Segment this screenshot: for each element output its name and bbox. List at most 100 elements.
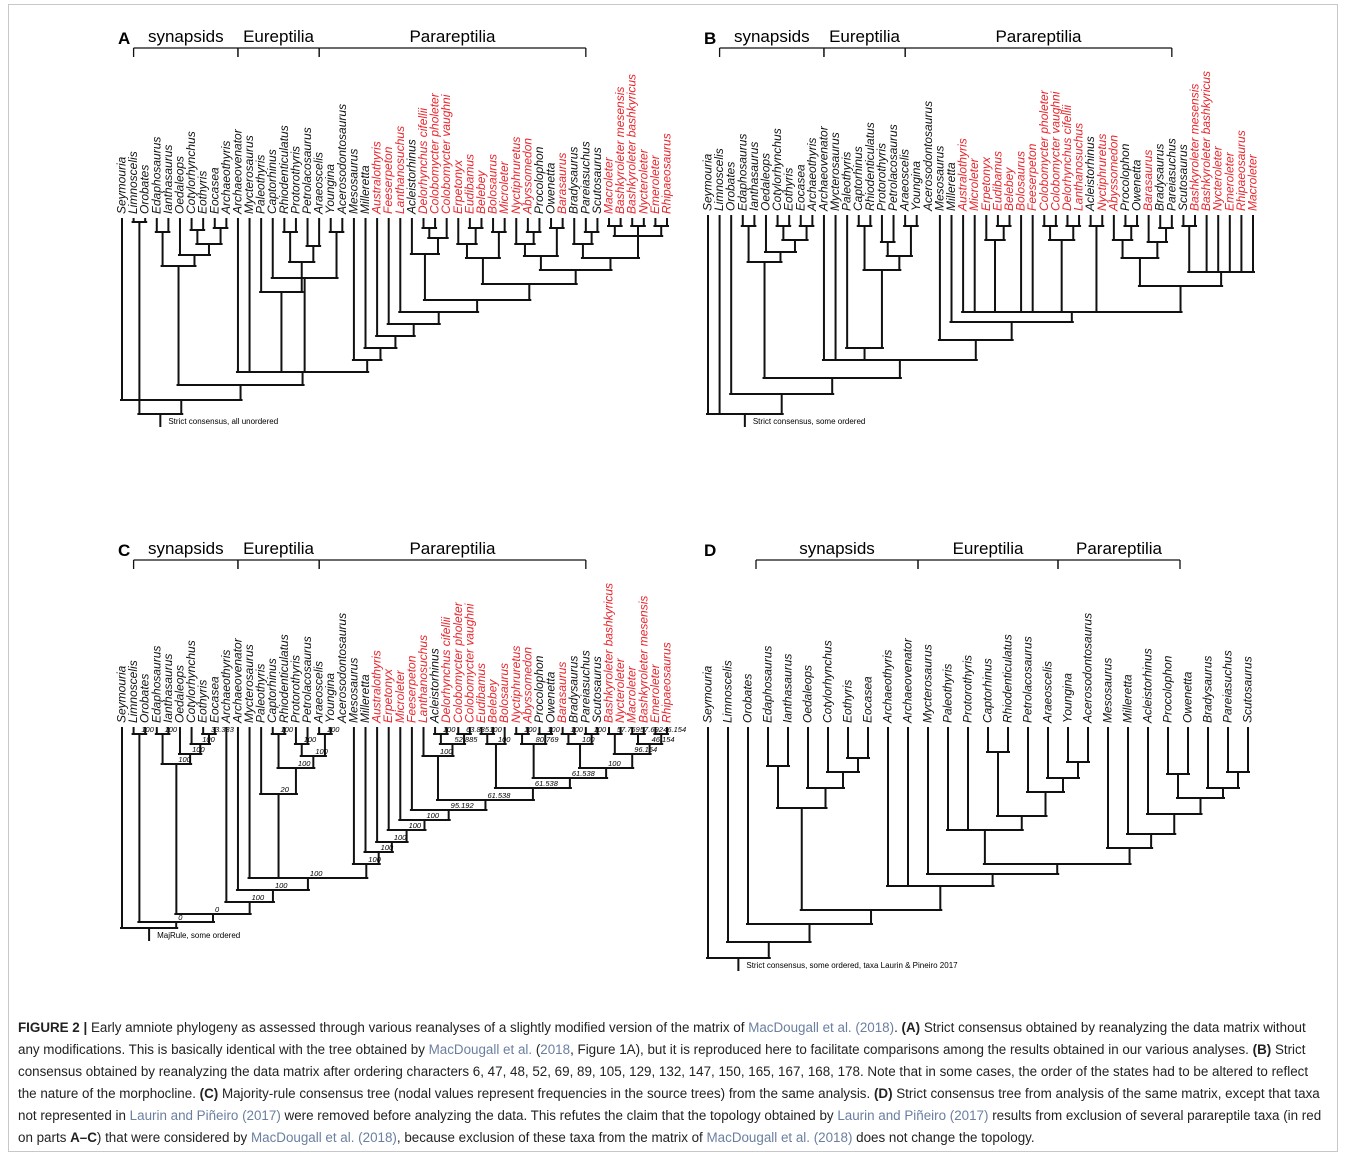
taxon-label: Eocasea (793, 164, 807, 211)
caption-text: (D) (873, 1086, 893, 1101)
taxon-label: Seymouria (701, 665, 715, 723)
taxon-label: Protorothyris (288, 655, 302, 723)
taxon-label: Rhiodenticulatus (1001, 634, 1015, 723)
taxon-label: Bradysaurus (1153, 144, 1167, 211)
node-support-value: 33.333 (211, 725, 235, 734)
taxon-label: Acerosodontosaurus (335, 613, 349, 724)
taxon-label: Emeroleter (648, 154, 662, 214)
caption-text: (A) (901, 1020, 921, 1035)
node-support-value: 100 (141, 725, 154, 734)
taxon-label: Procolophon (1118, 143, 1132, 211)
consensus-note: Strict consensus, some ordered (753, 417, 866, 426)
taxon-label: Ianthasaurus (161, 654, 175, 723)
taxon-label: Acerosodontosaurus (335, 104, 349, 215)
taxon-label: Scutosaurus (1176, 144, 1190, 211)
taxon-label: Captorhinus (981, 658, 995, 723)
node-support-value: 100 (275, 881, 288, 890)
node-support-value: 100 (426, 811, 439, 820)
taxon-label: Pareiasuchus (578, 650, 592, 723)
taxon-label: Edaphosaurus (735, 134, 749, 211)
taxon-label: Owenetta (544, 162, 558, 214)
taxon-label: Barasaurus (555, 153, 569, 214)
node-support-value: 61.538 (535, 779, 559, 788)
taxon-label: Owenetta (1181, 671, 1195, 723)
taxon-label: Eothyris (782, 168, 796, 211)
node-support-value: 100 (165, 725, 178, 734)
taxon-label: Rhipaeosaurus (1234, 130, 1248, 211)
node-support-value: 57.769 (617, 725, 641, 734)
taxon-label: Bolosaurus (497, 663, 511, 723)
node-support-value: 100 (570, 725, 583, 734)
taxon-label: Procolophon (532, 655, 546, 723)
taxon-label: Milleretta (358, 165, 372, 214)
taxon-label: Delorhynchus cifellii (439, 617, 453, 723)
node-support-value: 100 (524, 725, 537, 734)
taxon-label: Bashkyroleter bashkyricus (625, 74, 639, 214)
taxon-label: Bolosaurus (486, 154, 500, 214)
node-support-value: 100 (178, 755, 191, 764)
taxon-label: Petrolacosaurus (300, 636, 314, 723)
taxon-label: Procolophon (532, 146, 546, 214)
taxon-label: Belebey (486, 679, 500, 723)
taxon-label: Rhipaeosaurus (660, 133, 674, 214)
taxon-label: Archaeovenator (816, 125, 830, 212)
taxon-label: Erpetonyx (451, 159, 465, 214)
node-support-value: 100 (327, 725, 340, 734)
taxon-label: Nyctiphruretus (509, 646, 523, 723)
node-support-value: 80.769 (536, 735, 560, 744)
taxon-label: Archaeovenator (901, 637, 915, 724)
node-support-value: 100 (252, 893, 265, 902)
taxon-label: Scutosaurus (590, 656, 604, 723)
taxon-label: Captorhinus (265, 149, 279, 214)
taxon-label: Captorhinus (851, 146, 865, 211)
citation-link[interactable]: MacDougall et al. (2018) (250, 1130, 397, 1145)
tree-branches (120, 218, 669, 427)
taxon-label: Bradysaurus (1201, 656, 1215, 723)
taxon-label: Acleistorhinus (428, 648, 442, 724)
taxon-label: Scutosaurus (590, 147, 604, 214)
taxon-label: Orobates (138, 674, 152, 723)
taxon-label: Mesosaurus (346, 149, 360, 214)
taxon-label: Australothyris (370, 141, 384, 215)
taxon-label: Rhiodenticulatus (277, 634, 291, 723)
taxon-label: Abyssomedon (520, 647, 534, 724)
node-support-value: 0 (215, 905, 220, 914)
taxon-label: Archaeothyris (881, 650, 895, 724)
taxon-label: Nycteroleter (613, 657, 627, 723)
citation-link[interactable]: MacDougall et al. (2018) (706, 1130, 853, 1145)
citation-link[interactable]: 2018 (540, 1042, 571, 1057)
clade-label: Eureptilia (829, 27, 900, 46)
citation-link[interactable]: Laurin and Piñeiro (2017) (837, 1108, 989, 1123)
citation-link[interactable]: Laurin and Piñeiro (2017) (129, 1108, 281, 1123)
taxon-label: Colobomycter vaughni (439, 94, 453, 214)
taxon-label: Eudibamus (474, 663, 488, 723)
taxon-label: Macroleter (625, 665, 639, 723)
citation-link[interactable]: MacDougall et al. (428, 1042, 533, 1057)
taxon-label: Acerosodontosaurus (921, 101, 935, 212)
taxon-label: Ianthasaurus (747, 142, 761, 211)
taxon-label: Emeroleter (1222, 151, 1236, 211)
taxon-label: Eothyris (841, 680, 855, 723)
taxon-label: Mycterosaurus (921, 644, 935, 723)
taxon-label: Edaphosaurus (149, 646, 163, 723)
taxon-label: Oedaleops (172, 665, 186, 723)
tree-branches (706, 215, 1255, 427)
node-support-value: 0 (178, 913, 183, 922)
taxon-label: Delorhynchus cifellii (1060, 105, 1074, 211)
taxon-label: Macroleter (1246, 153, 1260, 211)
citation-link[interactable]: MacDougall et al. (2018) (748, 1020, 895, 1035)
taxon-label: Mesosaurus (932, 146, 946, 211)
taxon-label: Colobomycter vaughni (1048, 91, 1062, 211)
taxon-label: Youngina (909, 161, 923, 211)
taxon-label: Belebey (1002, 167, 1016, 211)
clade-label: Eureptilia (243, 539, 314, 558)
taxon-label: Microleter (967, 157, 981, 211)
caption-text: , Figure 1A), but it is reproduced here … (570, 1042, 1253, 1057)
clade-label: synapsids (734, 27, 810, 46)
node-support-value: 52.885 (454, 735, 478, 744)
node-support-value: 61.538 (487, 791, 511, 800)
taxon-label: Paleothyris (254, 155, 268, 214)
taxon-label: Araeoscelis (898, 149, 912, 212)
